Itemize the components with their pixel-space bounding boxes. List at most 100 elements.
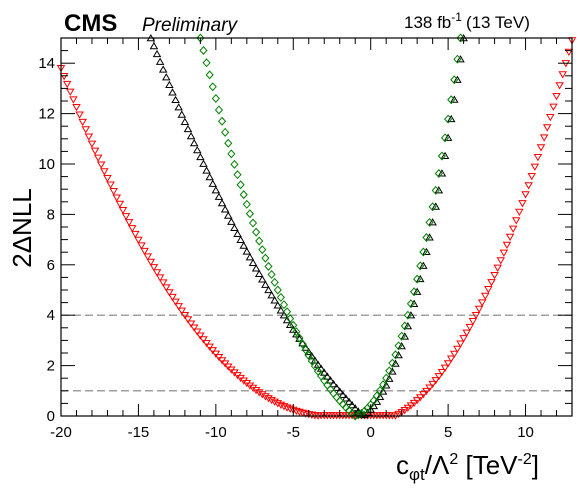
data-point [158,279,168,287]
y-tick-label: 8 [47,206,55,223]
data-point [468,318,478,326]
data-point [394,341,403,351]
x-title-bracket: [TeV [458,450,518,480]
data-point [397,331,406,341]
data-point [254,389,264,397]
data-point [186,320,196,328]
data-point [515,208,524,217]
data-point [388,358,397,368]
data-point [276,306,286,314]
lumi-exponent: -1 [451,10,462,24]
data-point [124,219,134,227]
data-point [199,46,208,55]
data-point [208,347,218,355]
data-point [415,394,425,402]
data-point [69,96,78,104]
data-point [487,279,496,287]
data-point [258,275,267,283]
data-point [440,133,450,143]
data-point [481,292,490,301]
data-point [100,168,109,176]
data-point [298,339,307,347]
data-point [431,185,440,195]
data-point [255,236,264,246]
data-point [403,404,413,413]
y-tick-label: 12 [38,106,55,123]
data-point [326,376,335,384]
data-point [298,409,307,417]
data-point [549,103,558,111]
data-point [205,70,214,80]
data-point [409,287,419,297]
data-point [96,161,106,169]
data-point [391,350,400,360]
data-point [121,213,131,221]
data-point [155,274,165,282]
data-point [434,169,443,178]
data-point [397,341,406,350]
data-point [248,258,258,266]
data-point [165,80,174,88]
data-point [242,199,251,209]
data-point [304,351,313,360]
data-point [394,351,403,359]
data-point [292,407,301,416]
data-point [465,323,475,332]
data-point [199,159,208,167]
x-tick-label: -20 [50,424,72,441]
y-tick-label: 10 [38,156,55,173]
data-point [217,198,227,207]
data-point [155,57,165,65]
x-title-sub: φt [409,465,425,484]
series-layer [56,33,577,421]
data-point [431,377,441,385]
data-point [230,159,239,169]
data-point [440,151,450,159]
data-point [338,390,348,399]
data-point [412,287,422,295]
series-0 [56,37,577,420]
data-point [406,311,416,319]
data-point [437,169,447,177]
data-point [533,154,543,162]
data-point [434,373,444,381]
data-point [505,233,515,242]
data-point [446,114,456,123]
data-point [536,144,546,152]
data-point [378,387,388,395]
x-tick-label: -5 [287,424,300,441]
data-point [428,218,437,226]
y-tick-label: 14 [38,55,55,72]
data-point [425,233,434,241]
x-title-mid: /Λ [425,450,450,480]
data-point [310,361,320,371]
data-point [456,33,465,43]
data-point [230,223,239,232]
data-point [381,381,391,389]
data-point [527,172,537,181]
data-point [347,400,357,409]
data-point [196,152,205,161]
data-point [165,289,174,297]
data-point [84,133,94,141]
data-point [106,181,115,189]
y-tick-label: 0 [47,408,55,425]
data-point [397,409,406,417]
tick-labels: -20 -15 -10 -5 0 5 10 0 2 4 6 8 10 12 14 [38,55,534,441]
data-point [394,410,403,419]
data-point [264,261,273,271]
data-point [279,403,289,411]
data-point [313,366,323,376]
data-point [403,310,412,320]
data-point [208,82,217,92]
data-point [301,410,310,418]
data-point [413,274,422,284]
data-point [542,124,552,132]
data-point [428,380,437,389]
data-point [118,206,128,215]
data-point [211,93,220,103]
data-point [177,307,187,315]
data-point [348,408,357,418]
data-point [382,373,391,383]
